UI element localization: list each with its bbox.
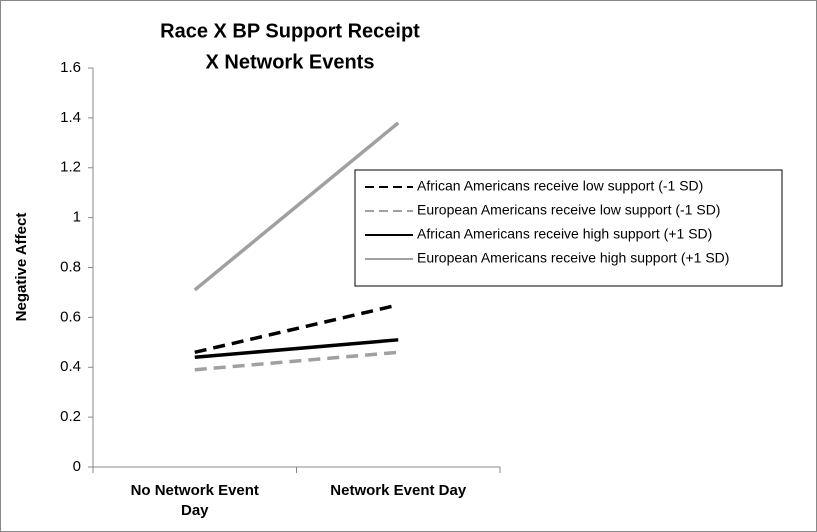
y-tick-label: 1.6 [60,59,81,76]
x-tick-label: Network Event Day [330,482,467,499]
chart-title: X Network Events [206,51,375,73]
chart-title: Race X BP Support Receipt [160,20,420,42]
series-line [193,121,400,292]
y-tick-label: 0.4 [60,358,81,375]
x-tick-label-box: Network Event Day [330,482,467,499]
legend-label: African Americans receive low support (-… [417,178,703,194]
y-tick-label: 0 [73,458,81,475]
series-line [194,350,399,372]
y-tick-label: 0.8 [60,258,81,275]
series-line [194,338,399,360]
y-tick-label: 1.2 [60,159,81,176]
y-axis-label: Negative Affect [13,213,30,322]
series-line [194,303,399,354]
y-tick-label: 0.2 [60,408,81,425]
x-tick-label-box: No Network Event Day [130,482,259,519]
y-tick-label: 0.6 [60,308,81,325]
x-tick-label: No Network Event Day [130,482,259,519]
legend-label: European Americans receive high support … [417,250,729,266]
y-tick-label: 1 [73,209,81,226]
y-tick-label: 1.4 [60,109,81,126]
legend-label: African Americans receive high support (… [417,226,712,242]
legend-label: European Americans receive low support (… [417,202,720,218]
legend-box [354,169,783,287]
